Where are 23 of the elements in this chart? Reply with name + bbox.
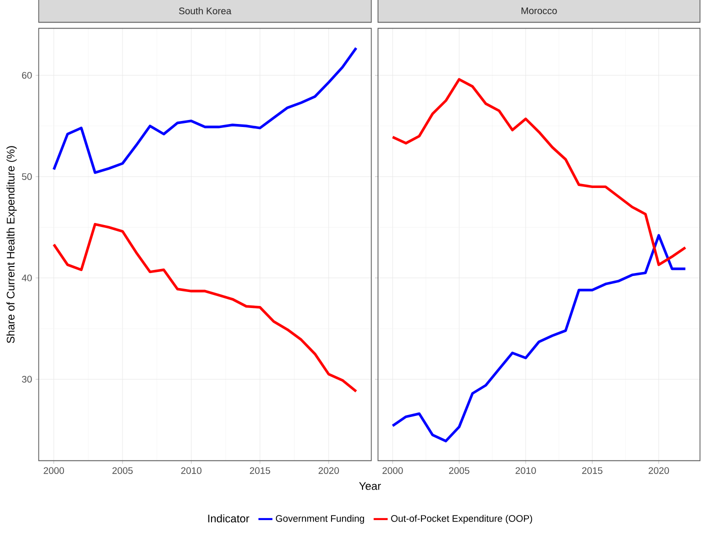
y-tick-label: 30 — [22, 376, 32, 383]
x-tick-label: 2015 — [582, 467, 602, 474]
x-tick-label: 2010 — [516, 467, 536, 474]
x-tick-label: 2005 — [112, 467, 133, 474]
legend-label: Out-of-Pocket Expenditure (OOP) — [391, 514, 532, 524]
x-tick-label: 2020 — [318, 467, 339, 474]
y-tick-label: 60 — [22, 72, 32, 79]
y-axis-title: Share of Current Health Expenditure (%) — [6, 146, 17, 344]
x-tick-label: 2020 — [648, 467, 669, 474]
line-series — [52, 46, 358, 174]
y-tick-label: 50 — [22, 173, 32, 180]
x-tick-label: 2000 — [382, 467, 403, 474]
x-tick-label: 2005 — [449, 467, 470, 474]
line-series — [52, 222, 358, 393]
y-tick-label: 40 — [22, 274, 32, 282]
x-tick-label: 2015 — [250, 467, 270, 474]
x-axis-title: Year — [359, 482, 381, 490]
legend-title: Indicator — [208, 514, 250, 522]
chart-title: South Korea — [179, 7, 232, 14]
x-tick-label: 2000 — [44, 467, 64, 474]
chart-title: Morocco — [522, 7, 557, 14]
x-tick-label: 2010 — [181, 467, 202, 474]
legend-label: Government Funding — [276, 514, 364, 524]
